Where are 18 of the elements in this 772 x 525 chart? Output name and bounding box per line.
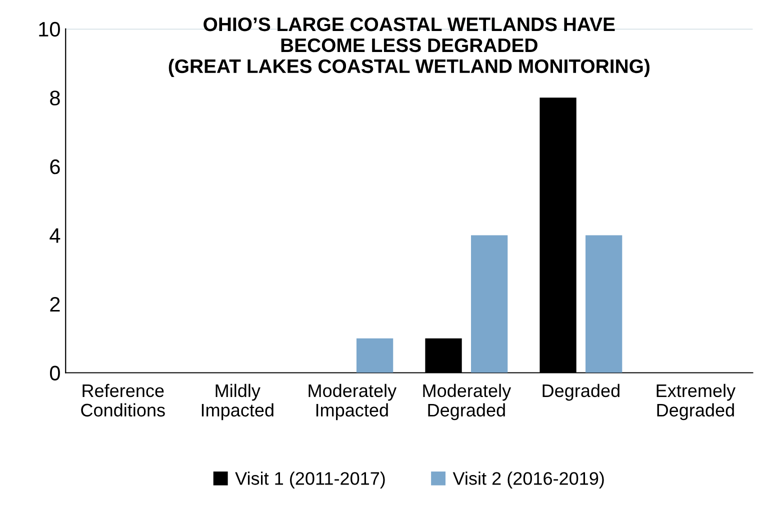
x-tick-label: Mildly Impacted — [202, 384, 274, 420]
y-tick-label: 6 — [50, 159, 60, 174]
x-tick-label: Degraded — [542, 384, 620, 401]
chart-title: OHIO’S LARGE COASTAL WETLANDS HAVE BECOME LESS DEGRADED (GREAT LAKES COASTAL WETLAND MONITORING) — [168, 17, 650, 77]
bar — [586, 235, 622, 373]
x-tick-label: Extremely Degraded — [656, 384, 736, 420]
x-tick-label: Moderately Impacted — [308, 384, 397, 420]
y-tick-label: 2 — [50, 296, 60, 312]
bar — [356, 338, 394, 373]
x-tick-label: Reference Conditions — [81, 384, 165, 417]
legend-label: Visit 2 (2016-2019) — [452, 472, 604, 488]
bar — [470, 235, 508, 373]
legend-label: Visit 1 (2011-2017) — [235, 472, 385, 488]
y-tick-label: 0 — [50, 366, 60, 381]
y-tick-label: 10 — [39, 22, 60, 37]
x-tick-label: Moderately Degraded — [423, 384, 512, 420]
y-tick-label: 8 — [50, 90, 60, 106]
y-tick-label: 4 — [50, 228, 60, 243]
